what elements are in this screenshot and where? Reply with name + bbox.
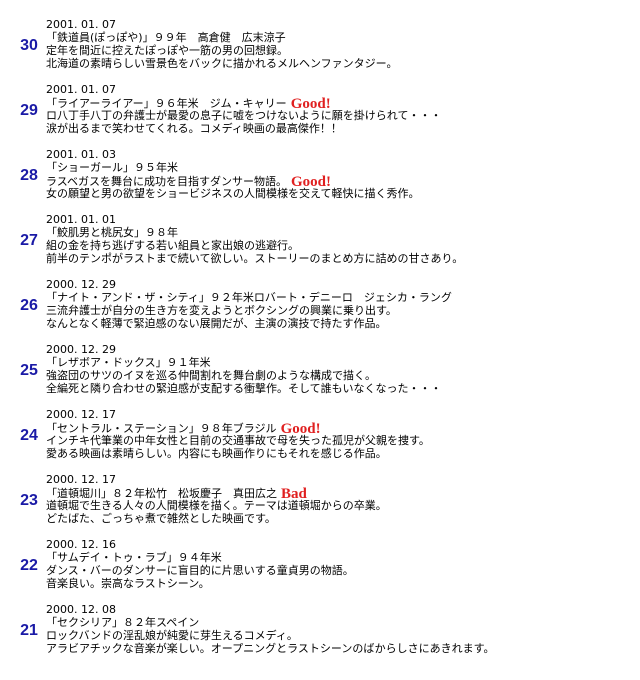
description-line: アラビアチックな音楽が楽しい。オープニングとラストシーンのばからしさにあきれます… [46, 642, 494, 655]
entry-number: 28 [20, 167, 38, 184]
entry: 28 2001. 01. 03 「ショーガール」９５年米 ラスベガスを舞台に成功を目指… [0, 148, 640, 210]
description-text: 音楽良い。崇高なラストシーン。 [46, 577, 210, 590]
entry-title: 「レザボア・ドックス」９１年米 [46, 356, 211, 369]
rating: Good! [291, 174, 332, 190]
title-text: 「レザボア・ドックス」９１年米 [46, 356, 211, 369]
description-text: なんとなく軽薄で緊迫感のない展開だが、主演の演技で持たす作品。 [46, 317, 387, 330]
description-line: 三流弁護士が自分の生き方を変えようとボクシングの興業に乗り出す。 [46, 304, 397, 317]
description-line: 強盗団のサツのイヌを巡る仲間割れを舞台劇のような構成で描く。 [46, 369, 376, 382]
entry-title: 「鉄道員(ぽっぽや)」９９年 高倉健 広末涼子 [46, 31, 286, 44]
entry-date: 2000. 12. 08 [46, 603, 116, 616]
description-text: 組の金を持ち逃げする若い組員と家出娘の逃避行。 [46, 239, 299, 252]
entry-number: 26 [20, 297, 38, 314]
entry-title: 「セクシリア」８２年スペイン [46, 616, 199, 629]
entry-title: 「サムデイ・トゥ・ラブ」９４年米 [46, 551, 222, 564]
description-text: 三流弁護士が自分の生き方を変えようとボクシングの興業に乗り出す。 [46, 304, 397, 317]
title-text: 「鮫肌男と桃尻女」９８年 [46, 226, 178, 239]
description-text: ダンス・バーのダンサーに盲目的に片思いする童貞男の物語。 [46, 564, 354, 577]
description-line: 全編死と隣り合わせの緊迫感が支配する衝撃作。そして誰もいなくなった・・・ [46, 382, 441, 395]
description-line: なんとなく軽薄で緊迫感のない展開だが、主演の演技で持たす作品。 [46, 317, 386, 330]
entry-number: 22 [20, 557, 38, 574]
entry-number: 25 [20, 362, 38, 379]
description-line: 定年を間近に控えたぽっぽや一筋の男の回想録。 [46, 44, 288, 57]
entry-date: 2000. 12. 16 [46, 538, 116, 551]
title-text: 「サムデイ・トゥ・ラブ」９４年米 [46, 551, 222, 564]
description-line: 道頓堀で生きる人々の人間模様を描く。テーマは道頓堀からの卒業。 [46, 499, 387, 512]
description-line: 北海道の素晴らしい雪景色をバックに描かれるメルヘンファンタジー。 [46, 57, 398, 70]
description-text: 前半のテンポがラストまで続いて欲しい。ストーリーのまとめ方に詰めの甘さあり。 [46, 252, 464, 265]
title-text: 「ショーガール」９５年米 [46, 161, 178, 174]
entry: 26 2000. 12. 29 「ナイト・アンド・ザ・シティ」９２年米ロバート・デニ… [0, 278, 640, 340]
description-text: どたばた、ごっちゃ煮で雑然とした映画です。 [46, 512, 276, 525]
title-text: 「セクシリア」８２年スペイン [46, 616, 200, 629]
description-text: ラスベガスを舞台に成功を目指すダンサー物語。 [46, 175, 288, 188]
entry-number: 21 [20, 622, 38, 639]
entry: 30 2001. 01. 07 「鉄道員(ぽっぽや)」９９年 高倉健 広末涼子 定年を… [0, 18, 640, 80]
description-text: 涙が出るまで笑わせてくれる。コメディ映画の最高傑作！！ [46, 122, 342, 135]
entry-date: 2001. 01. 01 [46, 213, 116, 226]
description-text: 道頓堀で生きる人々の人間模様を描く。テーマは道頓堀からの卒業。 [46, 499, 387, 512]
entry-number: 24 [20, 427, 38, 444]
entry-date: 2000. 12. 17 [46, 473, 116, 486]
entry-title: 「ナイト・アンド・ザ・シティ」９２年米ロバート・デニーロ ジェシカ・ラング [46, 291, 452, 304]
entry: 24 2000. 12. 17 「セントラル・ステーション」９８年ブラジル Good!… [0, 408, 640, 470]
description-line: ダンス・バーのダンサーに盲目的に片思いする童貞男の物語。 [46, 564, 354, 577]
description-text: 女の願望と男の欲望をショービジネスの人間模様を交えて軽快に描く秀作。 [46, 187, 420, 200]
description-line: どたばた、ごっちゃ煮で雑然とした映画です。 [46, 512, 276, 525]
description-line: ラスベガスを舞台に成功を目指すダンサー物語。 Good! [46, 174, 332, 190]
rating: Good! [280, 421, 321, 437]
description-line: インチキ代筆業の中年女性と目前の交通事故で母を失った孤児が父親を捜す。 [46, 434, 430, 447]
description-text: 全編死と隣り合わせの緊迫感が支配する衝撃作。そして誰もいなくなった・・・ [46, 382, 442, 395]
entry-date: 2001. 01. 07 [46, 18, 116, 31]
entry-title: 「鮫肌男と桃尻女」９８年 [46, 226, 178, 239]
description-line: 女の願望と男の欲望をショービジネスの人間模様を交えて軽快に描く秀作。 [46, 187, 419, 200]
entry-title: 「ライアーライアー」９６年米 ジム・キャリー Good! [46, 96, 331, 112]
title-text: 「道頓堀川」８２年松竹 松坂慶子 真田広之 [46, 487, 277, 500]
entry-number: 23 [20, 492, 38, 509]
entry-number: 30 [20, 37, 38, 54]
description-line: ロ八丁手八丁の弁護士が最愛の息子に嘘をつけないように願を掛けられて・・・ [46, 109, 441, 122]
entry-title: 「道頓堀川」８２年松竹 松坂慶子 真田広之 Bad [46, 486, 307, 502]
entry-title: 「ショーガール」９５年米 [46, 161, 178, 174]
entry-date: 2000. 12. 29 [46, 343, 116, 356]
title-text: 「鉄道員(ぽっぽや)」９９年 高倉健 広末涼子 [46, 31, 286, 44]
description-line: ロックバンドの淫乱娘が純愛に芽生えるコメディ。 [46, 629, 298, 642]
description-line: 涙が出るまで笑わせてくれる。コメディ映画の最高傑作！！ [46, 122, 342, 135]
description-text: 愛ある映画は素晴らしい。内容にも映画作りにもそれを感じる作品。 [46, 447, 387, 460]
entry-date: 2001. 01. 07 [46, 83, 116, 96]
entry: 22 2000. 12. 16 「サムデイ・トゥ・ラブ」９４年米 ダンス・バーのダンサ… [0, 538, 640, 600]
entry-number: 29 [20, 102, 38, 119]
description-text: 北海道の素晴らしい雪景色をバックに描かれるメルヘンファンタジー。 [46, 57, 398, 70]
rating: Bad [281, 486, 307, 502]
description-line: 愛ある映画は素晴らしい。内容にも映画作りにもそれを感じる作品。 [46, 447, 387, 460]
description-line: 組の金を持ち逃げする若い組員と家出娘の逃避行。 [46, 239, 299, 252]
rating: Good! [290, 96, 331, 112]
description-text: 定年を間近に控えたぽっぽや一筋の男の回想録。 [46, 44, 288, 57]
description-text: インチキ代筆業の中年女性と目前の交通事故で母を失った孤児が父親を捜す。 [46, 434, 430, 447]
title-text: 「ライアーライアー」９６年米 ジム・キャリー [46, 97, 287, 110]
description-text: アラビアチックな音楽が楽しい。オープニングとラストシーンのばからしさにあきれます… [46, 642, 495, 655]
description-line: 音楽良い。崇高なラストシーン。 [46, 577, 210, 590]
description-text: ロ八丁手八丁の弁護士が最愛の息子に嘘をつけないように願を掛けられて・・・ [46, 109, 442, 122]
entry: 27 2001. 01. 01 「鮫肌男と桃尻女」９８年 組の金を持ち逃げする若い組員… [0, 213, 640, 275]
entry: 29 2001. 01. 07 「ライアーライアー」９６年米 ジム・キャリー Good… [0, 83, 640, 145]
entry: 21 2000. 12. 08 「セクシリア」８２年スペイン ロックバンドの淫乱娘が純… [0, 603, 640, 665]
entry: 25 2000. 12. 29 「レザボア・ドックス」９１年米 強盗団のサツのイヌを巡… [0, 343, 640, 405]
entry-number: 27 [20, 232, 38, 249]
description-text: ロックバンドの淫乱娘が純愛に芽生えるコメディ。 [46, 629, 298, 642]
entry-date: 2001. 01. 03 [46, 148, 116, 161]
entry-date: 2000. 12. 17 [46, 408, 116, 421]
title-text: 「セントラル・ステーション」９８年ブラジル [46, 422, 277, 435]
title-text: 「ナイト・アンド・ザ・シティ」９２年米ロバート・デニーロ ジェシカ・ラング [46, 291, 452, 304]
entry: 23 2000. 12. 17 「道頓堀川」８２年松竹 松坂慶子 真田広之 Bad 道頓… [0, 473, 640, 535]
description-text: 強盗団のサツのイヌを巡る仲間割れを舞台劇のような構成で描く。 [46, 369, 376, 382]
description-line: 前半のテンポがラストまで続いて欲しい。ストーリーのまとめ方に詰めの甘さあり。 [46, 252, 463, 265]
entry-date: 2000. 12. 29 [46, 278, 116, 291]
entry-title: 「セントラル・ステーション」９８年ブラジル Good! [46, 421, 321, 437]
